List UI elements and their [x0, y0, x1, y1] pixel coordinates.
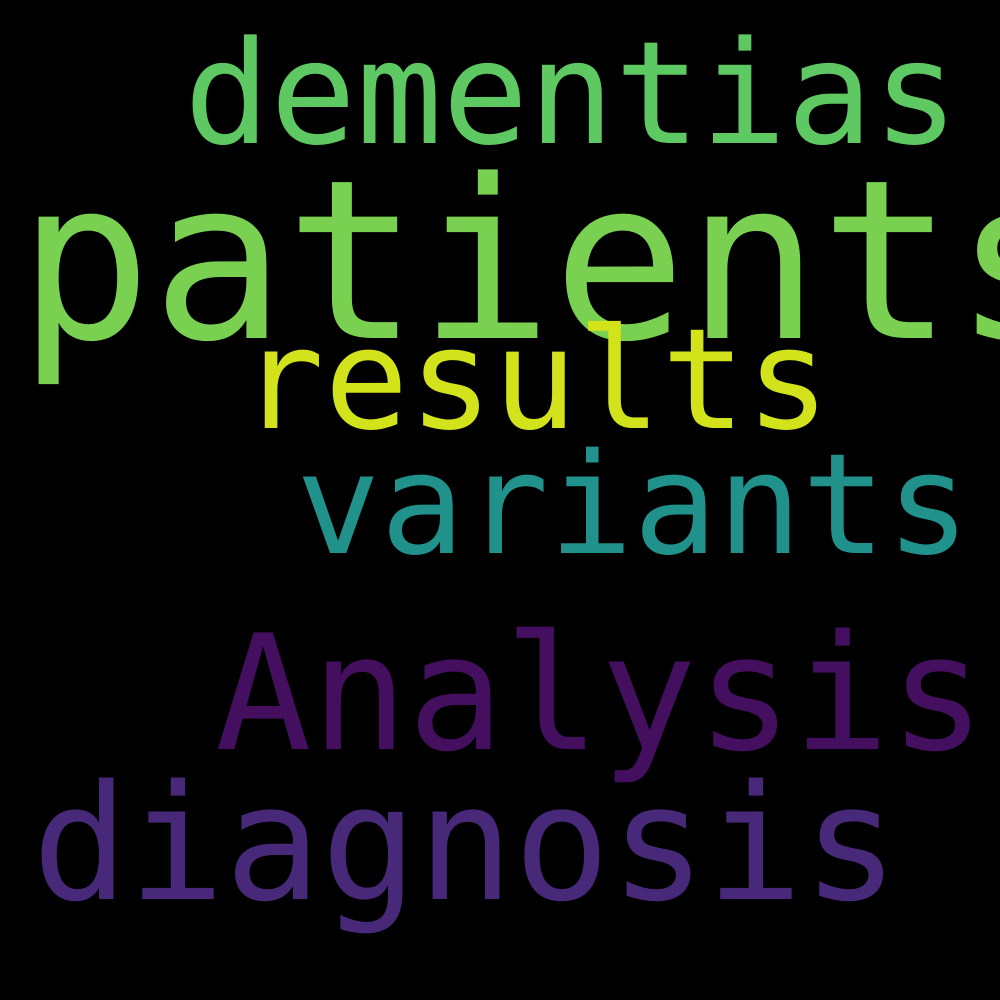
- word-analysis: Analysis: [215, 600, 986, 787]
- word-patients: patients: [18, 133, 1000, 391]
- word-dementias: dementias: [184, 10, 959, 177]
- word-variants: variants: [296, 424, 971, 587]
- word-diagnosis: diagnosis: [32, 750, 899, 937]
- word-results: results: [240, 299, 831, 462]
